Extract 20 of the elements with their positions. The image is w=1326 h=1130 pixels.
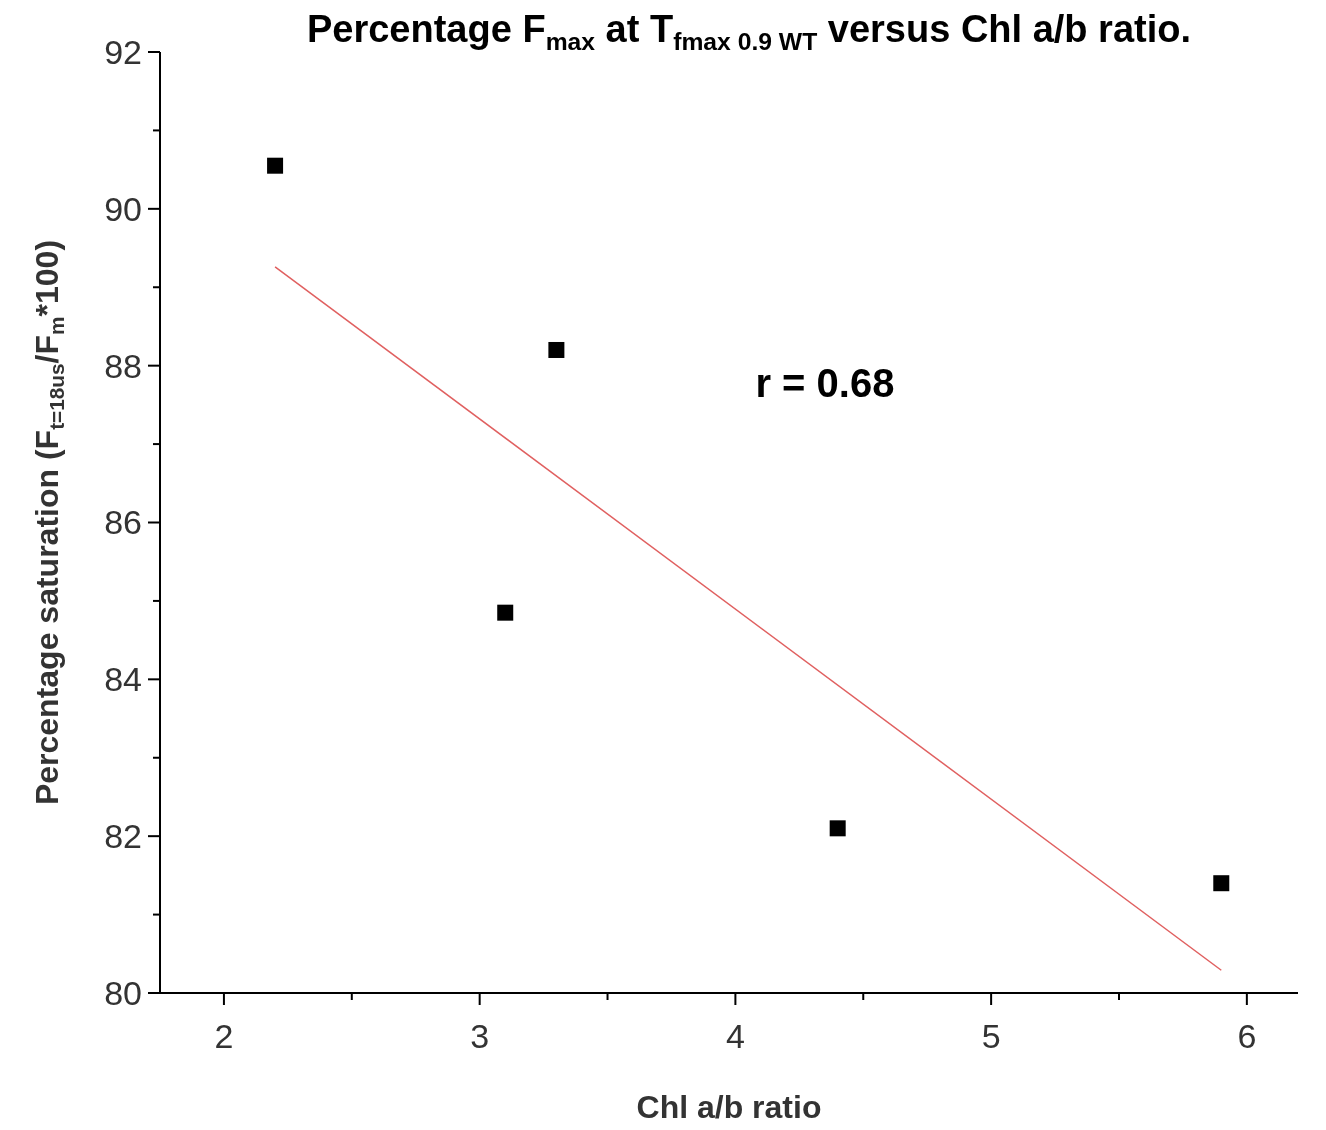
point <box>829 820 846 837</box>
x-tick-label: 3 <box>470 1017 490 1055</box>
y-tick-label: 80 <box>104 973 142 1012</box>
point <box>497 604 514 621</box>
annotation: r = 0.68 <box>755 361 895 406</box>
chart-title: Percentage F$_{max}$ at T$_{fmax 0.9 WT}$ versus Chl a/b ratio. <box>306 8 1192 55</box>
y-tick-label: 84 <box>104 660 142 699</box>
x-tick-label: 5 <box>981 1017 1001 1055</box>
x-tick-label: 4 <box>725 1017 745 1055</box>
y-tick-label: 92 <box>104 32 142 71</box>
y-tick-label: 90 <box>104 189 142 228</box>
point <box>1213 875 1230 892</box>
y-tick-label: 82 <box>104 817 142 856</box>
y-tick-label: 88 <box>104 346 142 385</box>
x-tick-label: 6 <box>1237 1017 1257 1055</box>
x-axis-title: Chl a/b ratio <box>636 1089 822 1125</box>
point <box>548 341 565 358</box>
point <box>267 157 284 174</box>
x-tick-label: 2 <box>214 1017 234 1055</box>
y-tick-label: 86 <box>104 503 142 542</box>
